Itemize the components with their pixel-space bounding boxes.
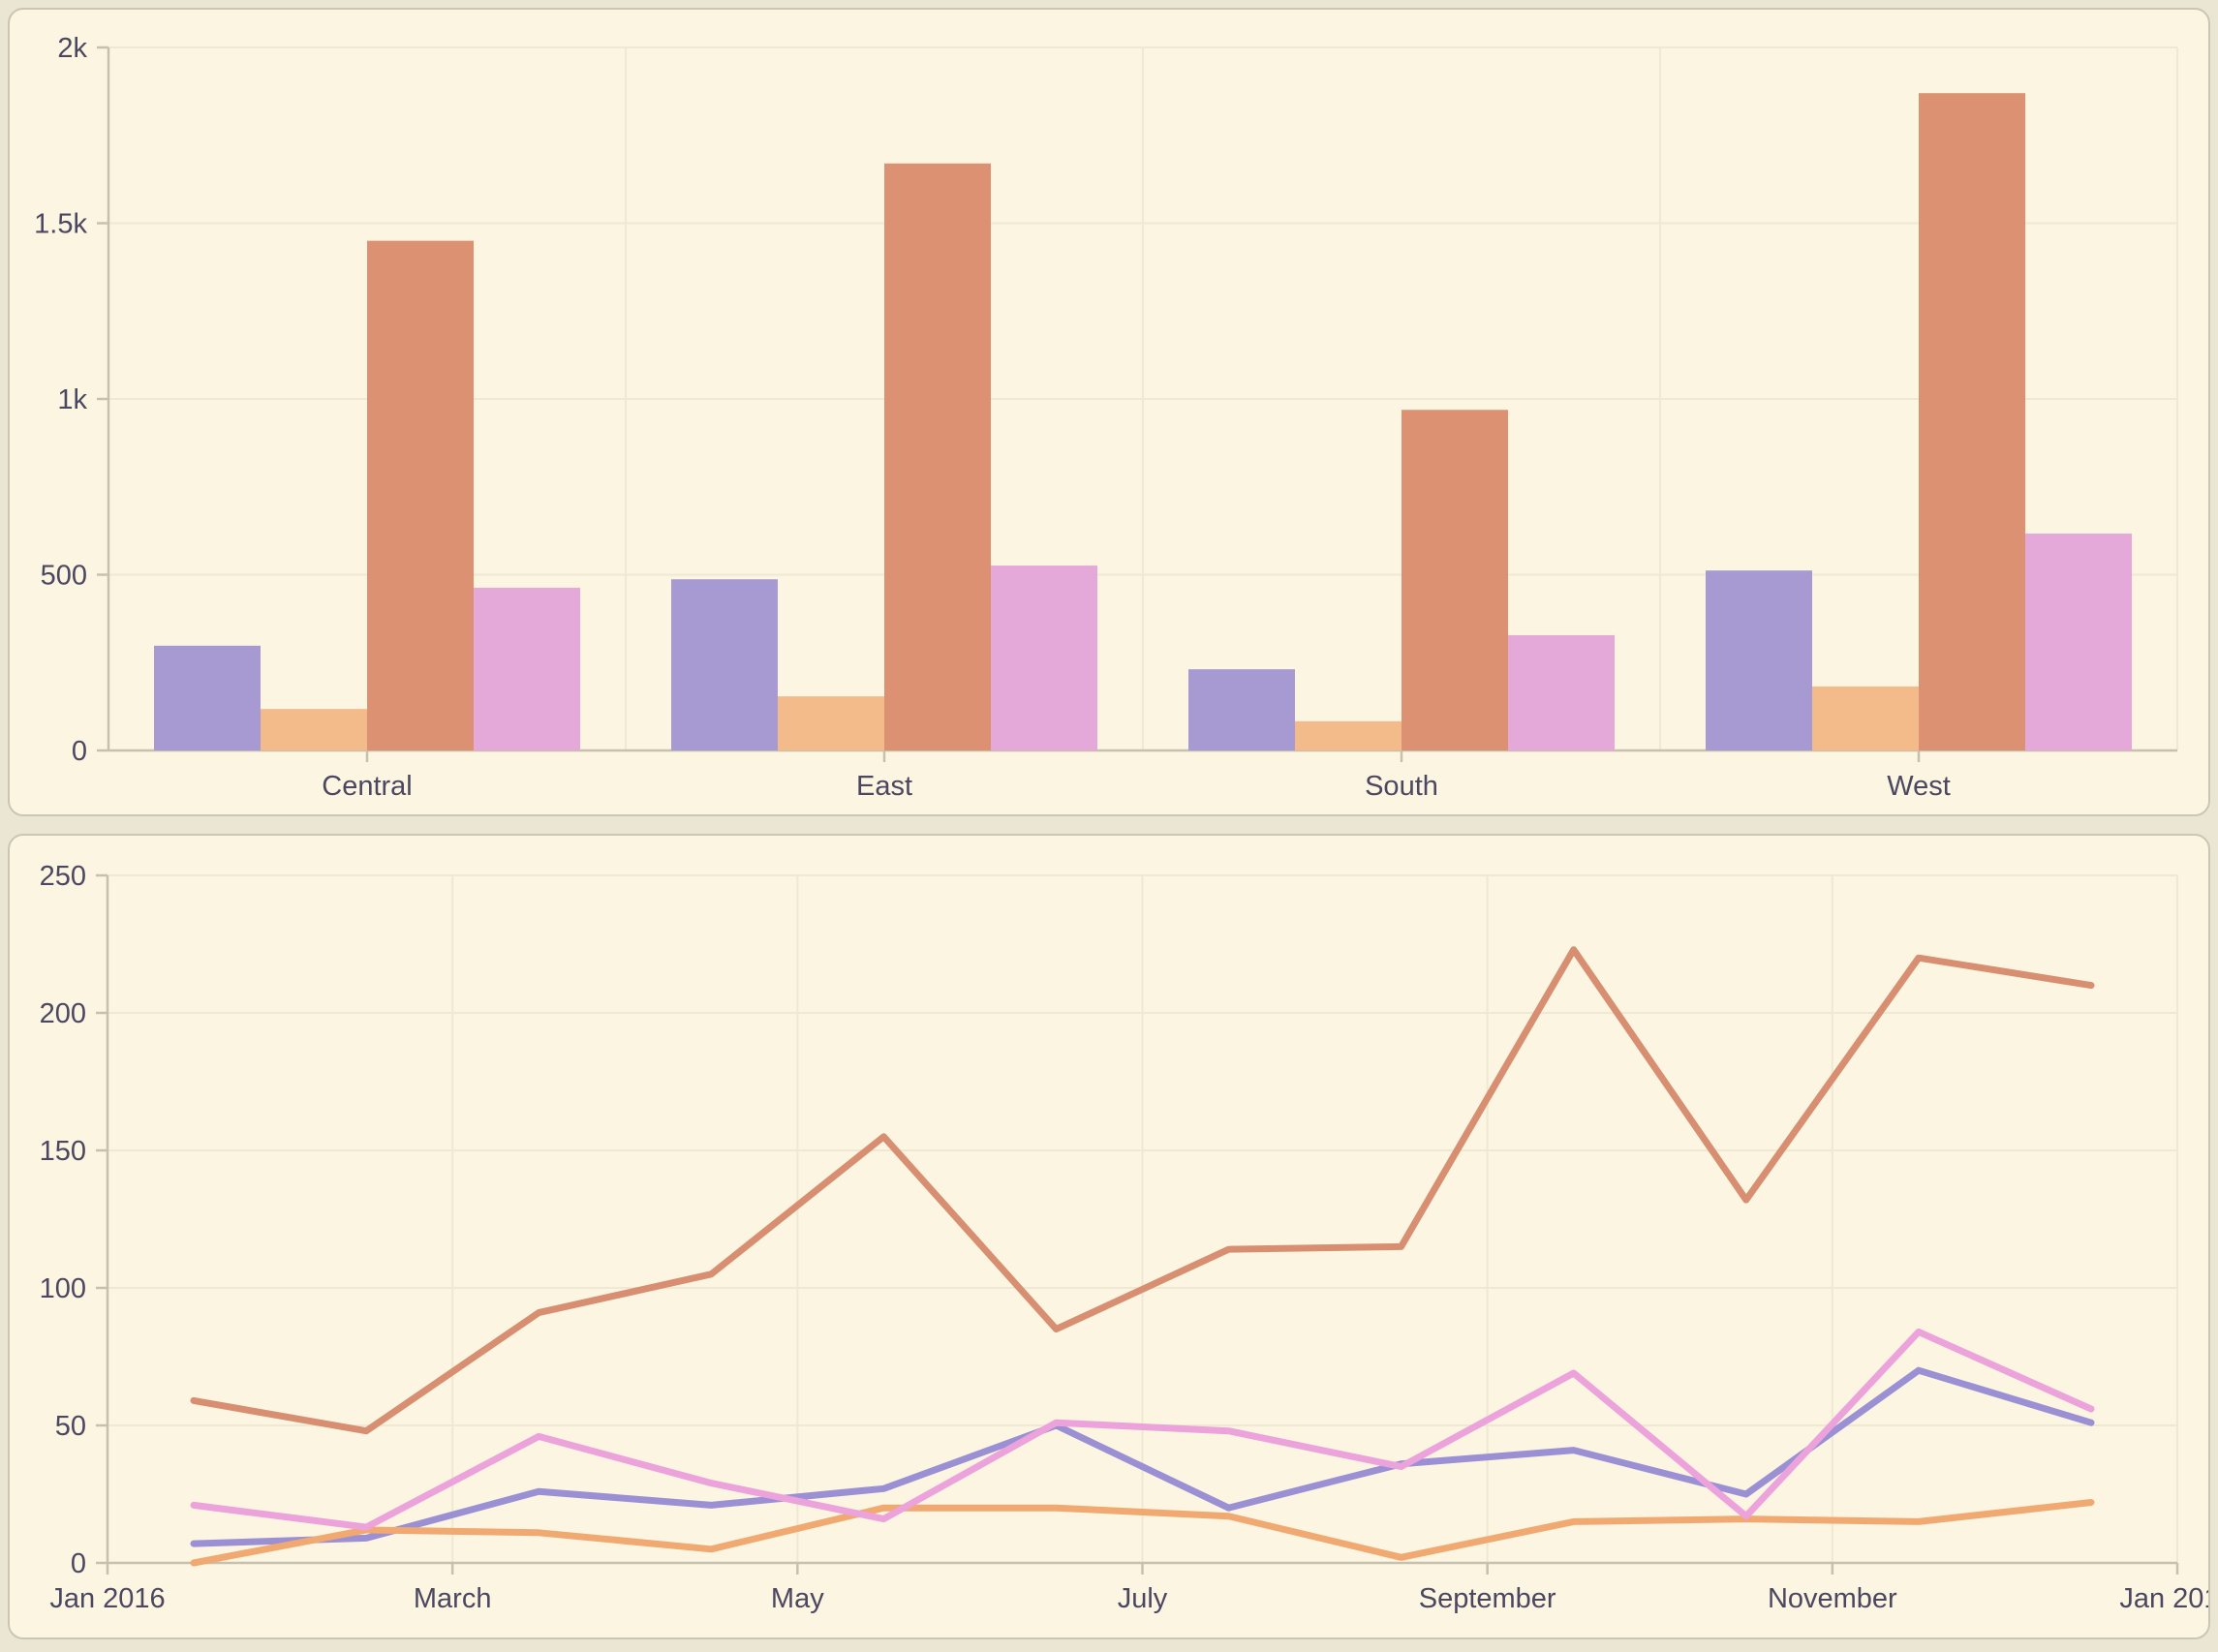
bar-south-purple[interactable] (1188, 669, 1295, 750)
bar-west-salmon[interactable] (1919, 93, 2025, 750)
bar-east-light-orange[interactable] (778, 696, 884, 750)
bar-south-pink[interactable] (1508, 634, 1615, 750)
y-tick-label: 0 (71, 1548, 86, 1579)
bar-east-purple[interactable] (671, 579, 778, 750)
bar-east-pink[interactable] (991, 566, 1097, 750)
y-tick-label: 1k (57, 384, 87, 415)
line-series-pink[interactable] (190, 1328, 2095, 1531)
line-series-purple[interactable] (190, 1366, 2095, 1547)
x-tick-label: March (414, 1583, 492, 1614)
y-tick-label: 500 (41, 561, 87, 592)
y-tick-label: 100 (40, 1273, 86, 1304)
line-series-salmon[interactable] (190, 946, 2095, 1435)
y-tick-label: 150 (40, 1136, 86, 1167)
bar-central-salmon[interactable] (367, 240, 474, 750)
bar-chart-panel: 0 500 1k 1.5k 2k Central East South West (8, 8, 2210, 816)
bar-central-pink[interactable] (474, 587, 580, 750)
y-tick-label: 250 (40, 861, 86, 892)
x-category-label: East (856, 771, 912, 802)
bar-chart: 0 500 1k 1.5k 2k Central East South West (34, 33, 2178, 802)
x-tick-label: July (1118, 1583, 1168, 1614)
line-chart-panel: 0 50 100 150 200 250 Jan 2016 March May July Septe… (8, 834, 2210, 1639)
bar-west-light-orange[interactable] (1812, 686, 1919, 750)
x-tick-label: Jan 2017 (2119, 1583, 2210, 1614)
bar-east-salmon[interactable] (884, 163, 991, 751)
x-category-label: Central (322, 771, 413, 802)
line-chart: 0 50 100 150 200 250 Jan 2016 March May July Septe… (40, 861, 2210, 1614)
x-tick-label: May (771, 1583, 824, 1614)
x-category-label: South (1365, 771, 1438, 802)
y-tick-label: 2k (57, 33, 87, 64)
bar-central-light-orange[interactable] (261, 709, 367, 750)
y-tick-label: 1.5k (34, 209, 87, 240)
x-category-label: West (1887, 771, 1951, 802)
y-tick-label: 200 (40, 998, 86, 1029)
x-tick-label: September (1419, 1583, 1556, 1614)
y-tick-label: 0 (72, 736, 87, 767)
bar-central-purple[interactable] (154, 645, 261, 750)
bar-south-light-orange[interactable] (1295, 720, 1402, 750)
line-series-orange[interactable] (190, 1499, 2095, 1567)
y-tick-label: 50 (55, 1411, 86, 1442)
bar-west-purple[interactable] (1706, 570, 1812, 750)
bar-west-pink[interactable] (2025, 534, 2132, 750)
bar-south-salmon[interactable] (1402, 410, 1508, 750)
x-tick-label: Jan 2016 (49, 1583, 165, 1614)
x-tick-label: November (1768, 1583, 1897, 1614)
